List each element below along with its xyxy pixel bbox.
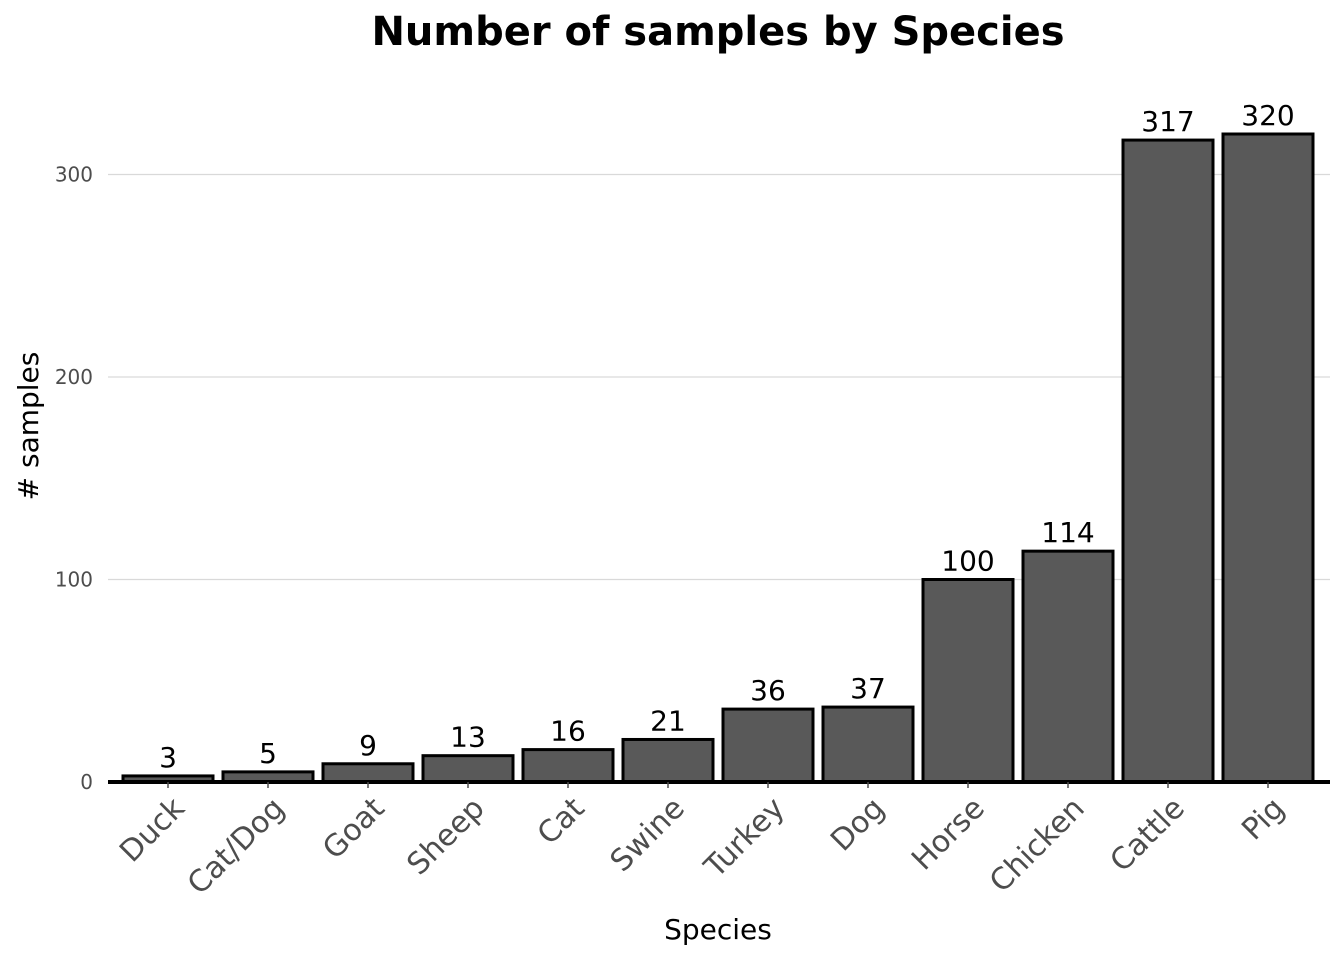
bar-dog (821, 705, 915, 784)
data-labels: 3 5 9 13 16 21 36 37 100 114 317 320 (159, 99, 1295, 774)
x-tick-label: Goat (316, 791, 392, 867)
x-tick-label: Cattle (1104, 791, 1192, 879)
x-axis-title: Species (664, 913, 772, 946)
bar-swine (621, 737, 715, 784)
y-tick-label: 300 (55, 163, 93, 187)
x-tick-label: Sheep (400, 791, 491, 882)
x-tick-label: Chicken (983, 791, 1092, 900)
y-axis-ticks: 0 100 200 300 (55, 163, 93, 795)
x-tick-label: Horse (905, 791, 992, 878)
data-label: 16 (550, 715, 586, 748)
x-tick-label: Cat/Dog (181, 791, 292, 902)
data-label: 5 (259, 737, 277, 770)
chart-title: Number of samples by Species (371, 9, 1064, 55)
y-axis-title: # samples (12, 352, 45, 501)
x-tick-label: Pig (1235, 791, 1291, 847)
bar-turkey (721, 707, 815, 784)
bar-horse (921, 578, 1015, 784)
data-label: 9 (359, 729, 377, 762)
data-label: 3 (159, 741, 177, 774)
bar-goat (321, 762, 415, 784)
data-label: 114 (1041, 516, 1094, 549)
data-label: 36 (750, 674, 786, 707)
x-tick-label: Swine (604, 791, 692, 879)
data-label: 21 (650, 704, 686, 737)
bar-sheep (421, 754, 515, 784)
x-tick-label: Cat (531, 791, 592, 852)
bars (121, 132, 1315, 784)
bar-cat (521, 748, 615, 784)
data-label: 320 (1241, 99, 1294, 132)
x-tick-label: Duck (113, 790, 192, 869)
bar-cattle (1121, 138, 1215, 784)
data-label: 37 (850, 672, 886, 705)
y-tick-label: 200 (55, 365, 93, 389)
x-tick-label: Turkey (697, 791, 791, 885)
y-tick-label: 100 (55, 568, 93, 592)
x-tick-label: Dog (824, 791, 892, 859)
data-label: 13 (450, 721, 486, 754)
bar-pig (1221, 132, 1315, 784)
data-label: 317 (1141, 105, 1194, 138)
bar-chicken (1021, 549, 1115, 784)
y-tick-label: 0 (80, 770, 93, 794)
data-label: 100 (941, 545, 994, 578)
